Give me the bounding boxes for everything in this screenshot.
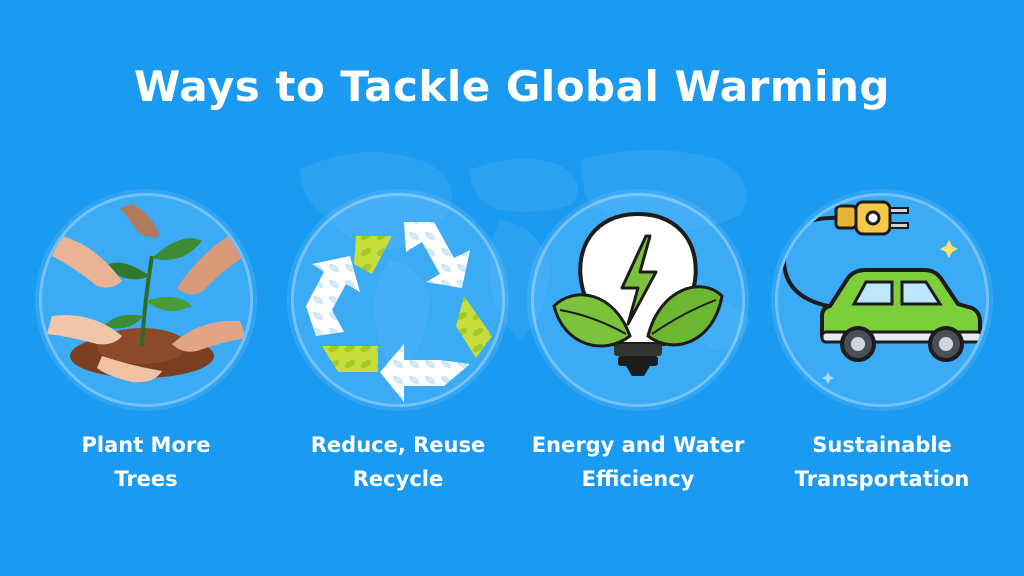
tip-card-energy: Energy and Water Efficiency	[528, 196, 748, 506]
tip-label: Energy and Water Efficiency	[528, 428, 748, 496]
tip-label-line1: Energy and Water	[531, 433, 745, 457]
tip-label-line2: Trees	[114, 467, 178, 491]
tip-label: Reduce, Reuse Recycle	[288, 428, 508, 496]
tip-label-line1: Reduce, Reuse	[310, 433, 486, 457]
tip-circle	[294, 196, 502, 404]
tip-label-line1: Sustainable	[812, 433, 952, 457]
page-title: Ways to Tackle Global Warming	[133, 62, 890, 111]
planting-hands-icon	[47, 204, 246, 383]
tip-card-transport: Sustainable Transportation	[772, 196, 992, 506]
tip-label: Plant More Trees	[36, 428, 256, 496]
tip-label-line2: Transportation	[794, 467, 970, 491]
tip-card-plant-trees: Plant More Trees	[36, 196, 256, 506]
tip-label-line2: Recycle	[352, 467, 444, 491]
electric-car-icon	[781, 200, 984, 384]
tip-circle	[42, 196, 250, 404]
tip-circle	[534, 196, 742, 404]
tip-circle	[778, 196, 986, 404]
tip-card-recycle: Reduce, Reuse Recycle	[288, 196, 508, 506]
recycle-icon	[306, 222, 492, 402]
tip-label: Sustainable Transportation	[772, 428, 992, 496]
eco-lightbulb-icon	[552, 211, 724, 376]
tip-label-line1: Plant More	[81, 433, 211, 457]
tip-label-line2: Efficiency	[581, 467, 695, 491]
